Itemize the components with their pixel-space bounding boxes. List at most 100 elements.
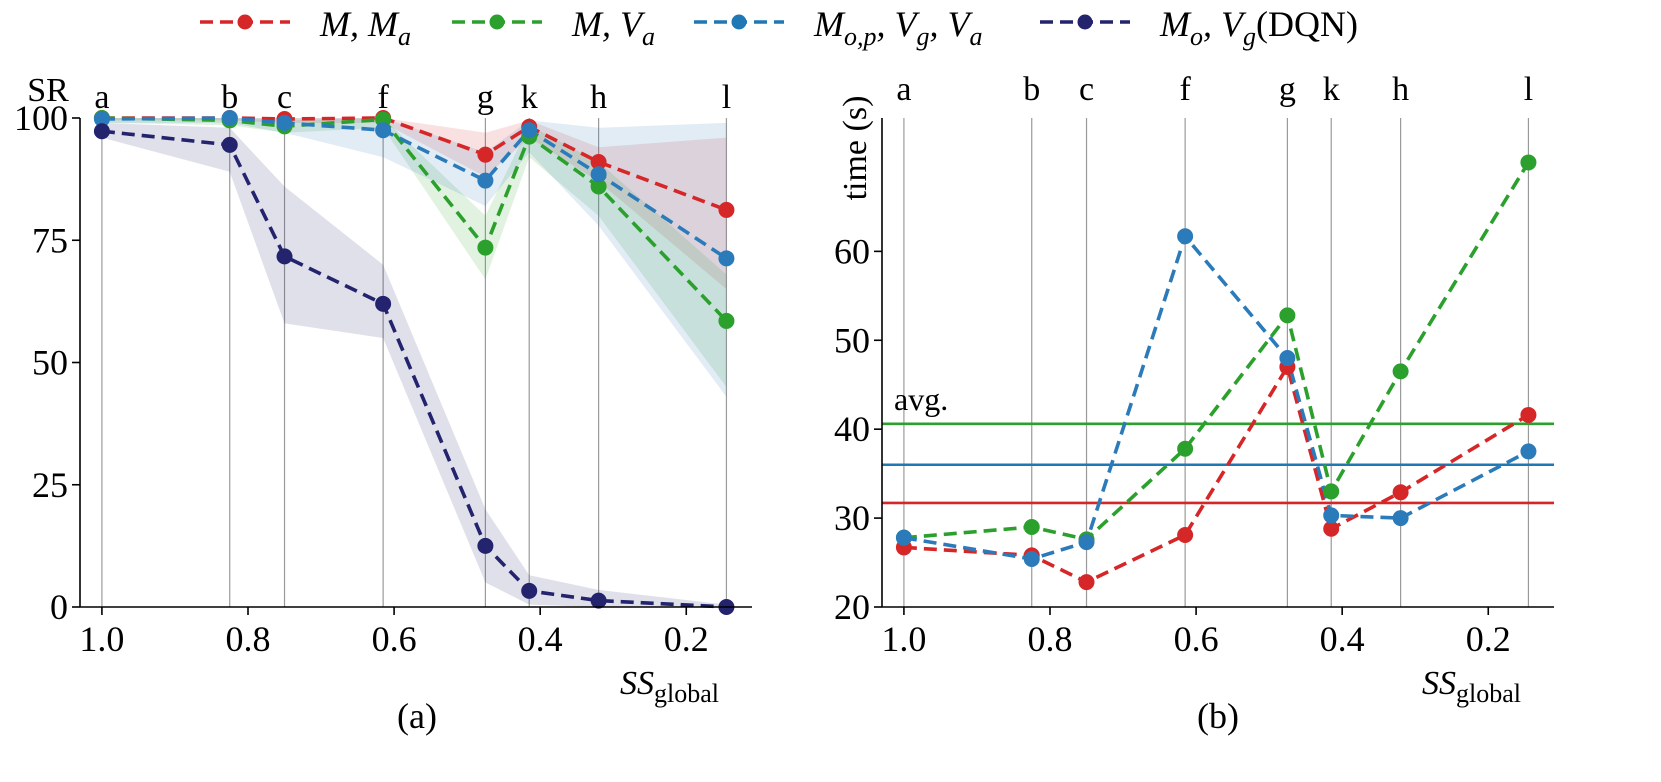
vertical-marker-label-c: c — [277, 79, 292, 116]
data-point — [590, 592, 607, 609]
data-point — [1392, 484, 1409, 501]
legend-subscript: o — [1190, 22, 1203, 51]
legend-subscript-2: g — [917, 22, 930, 51]
y-tick-label: 25 — [32, 465, 68, 505]
legend: M, Ma M, Va Mo,p, Vg, Va Mo, Vg(DQN) — [200, 4, 1358, 51]
data-point — [276, 248, 293, 265]
data-point — [93, 123, 110, 140]
panel-caption: (a) — [397, 696, 437, 736]
y-tick-label: 100 — [14, 98, 68, 138]
data-point — [276, 114, 293, 131]
data-point — [1177, 440, 1194, 457]
x-tick-label: 1.0 — [79, 619, 124, 659]
x-tick-label: 0.8 — [226, 619, 271, 659]
series-line — [903, 365, 1530, 584]
data-point — [1392, 363, 1409, 380]
x-tick-label: 0.8 — [1028, 619, 1073, 659]
vertical-marker-label-g: g — [477, 79, 494, 116]
data-point — [1520, 406, 1537, 423]
y-tick-label: 20 — [834, 587, 870, 627]
x-tick-label: 1.0 — [881, 619, 926, 659]
x-axis-label: SSglobal — [620, 665, 719, 708]
vertical-marker-label-g: g — [1279, 71, 1296, 108]
vertical-marker-label-l: l — [722, 79, 731, 116]
data-point — [221, 110, 238, 126]
vertical-marker-label-b: b — [1023, 71, 1040, 108]
legend-label: M — [1159, 4, 1192, 44]
series-line — [101, 116, 728, 212]
legend-subscript: a — [642, 22, 655, 51]
legend-subscript-3: a — [970, 22, 983, 51]
data-point — [521, 122, 538, 139]
vertical-marker-label-k: k — [521, 79, 538, 116]
legend-entry-text: M, Va — [571, 4, 655, 51]
data-point — [718, 250, 735, 267]
y-tick-label: 40 — [834, 409, 870, 449]
data-point — [718, 312, 735, 329]
vertical-marker-label-a: a — [94, 79, 109, 116]
legend-label-mid: , V — [877, 4, 921, 44]
legend-marker — [731, 14, 747, 30]
x-axis-label: SSglobal — [1422, 665, 1521, 708]
series-line — [903, 234, 1530, 561]
legend-subscript: a — [398, 22, 411, 51]
series-line — [101, 116, 728, 323]
series-line — [903, 161, 1530, 542]
confidence-band — [101, 118, 727, 290]
data-point — [1023, 518, 1040, 535]
x-axis-label-sub: global — [1456, 679, 1521, 708]
data-point — [1078, 574, 1095, 591]
y-axis-label: time (s) — [837, 96, 874, 201]
data-point — [1323, 520, 1340, 537]
legend-entry-text: Mo, Vg(DQN) — [1159, 4, 1358, 51]
data-point — [1520, 443, 1537, 460]
x-axis-label-main: SS — [620, 665, 654, 702]
legend-subscript-2: g — [1243, 22, 1256, 51]
confidence-band — [101, 118, 727, 387]
vertical-marker-label-l: l — [1524, 71, 1533, 108]
x-tick-label: 0.4 — [1320, 619, 1365, 659]
legend-entry-text: Mo,p, Vg, Va — [813, 4, 983, 51]
data-point — [1392, 510, 1409, 527]
confidence-band — [101, 122, 727, 608]
data-point — [477, 537, 494, 554]
x-tick-label: 0.2 — [664, 619, 709, 659]
y-tick-label: 0 — [50, 587, 68, 627]
vertical-marker-label-f: f — [377, 79, 389, 116]
legend-label-mid: , V — [1203, 4, 1247, 44]
vertical-marker-label-b: b — [221, 79, 238, 116]
vertical-marker-label-h: h — [1392, 71, 1409, 108]
vertical-marker-label-c: c — [1079, 71, 1094, 108]
data-point — [1078, 534, 1095, 551]
y-tick-label: 75 — [32, 220, 68, 260]
legend-marker — [237, 14, 253, 30]
x-tick-label: 0.2 — [1466, 619, 1511, 659]
x-tick-label: 0.6 — [372, 619, 417, 659]
y-tick-label: 50 — [834, 320, 870, 360]
data-point — [1323, 507, 1340, 524]
data-point — [1279, 307, 1296, 324]
y-tick-label: 60 — [834, 231, 870, 271]
data-point — [895, 529, 912, 546]
legend-subscript: o,p — [844, 22, 877, 51]
y-tick-label: 30 — [834, 498, 870, 538]
data-point — [375, 122, 392, 139]
y-axis-label: SR — [27, 72, 69, 109]
x-axis-label-main: SS — [1422, 665, 1456, 702]
series-line — [101, 129, 727, 609]
average-annotation: avg. — [894, 381, 948, 417]
vertical-marker-label-k: k — [1323, 71, 1340, 108]
data-point — [590, 166, 607, 183]
data-point — [477, 146, 494, 163]
legend-marker — [1077, 14, 1093, 30]
vertical-marker-label-a: a — [896, 71, 911, 108]
data-point — [221, 136, 238, 153]
x-axis-label-sub: global — [654, 679, 719, 708]
legend-label: M — [813, 4, 846, 44]
legend-marker — [489, 14, 505, 30]
legend-label-tail: (DQN) — [1256, 4, 1358, 44]
panel-caption: (b) — [1197, 696, 1239, 736]
data-point — [1177, 228, 1194, 245]
